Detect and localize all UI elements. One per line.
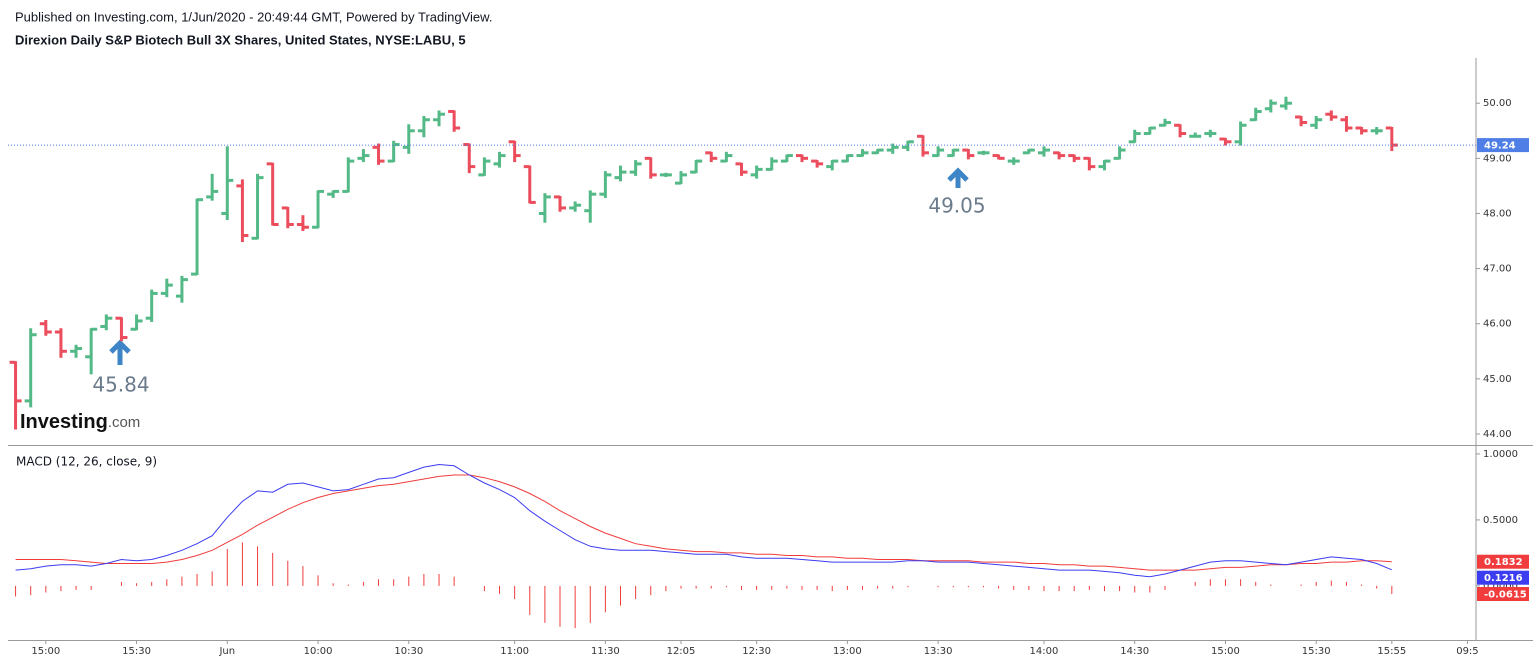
y-tick-label: 48.00 bbox=[1483, 208, 1512, 219]
value-box bbox=[1477, 138, 1529, 153]
x-tick-label: 13:30 bbox=[924, 646, 953, 657]
value-box bbox=[1477, 570, 1529, 585]
x-tick-label: 10:00 bbox=[304, 646, 333, 657]
macd-line bbox=[15, 463, 1392, 578]
annotation-arrow bbox=[109, 339, 131, 365]
x-tick-label: 10:30 bbox=[394, 646, 423, 657]
x-tick-label: 09:5 bbox=[1456, 646, 1478, 657]
logo-suffix: .com bbox=[108, 414, 141, 431]
x-tick-label: 15:30 bbox=[122, 646, 151, 657]
x-tick-label: 12:05 bbox=[667, 646, 696, 657]
published-note: Published on Investing.com, 1/Jun/2020 -… bbox=[15, 9, 492, 24]
x-tick-label: 14:00 bbox=[1030, 646, 1059, 657]
y-tick-label: 44.00 bbox=[1483, 429, 1512, 440]
chart-title: Direxion Daily S&P Biotech Bull 3X Share… bbox=[15, 32, 466, 47]
macd-line bbox=[15, 474, 1392, 571]
y-tick-label: 49.00 bbox=[1483, 153, 1512, 164]
x-tick-label: 15:30 bbox=[1302, 646, 1331, 657]
x-tick-label: 15:00 bbox=[31, 646, 60, 657]
x-tick-label: 11:30 bbox=[591, 646, 620, 657]
value-label: 0.1832 bbox=[1484, 557, 1523, 568]
value-box bbox=[1477, 554, 1529, 569]
y-tick-label: 1.0000 bbox=[1483, 449, 1518, 460]
value-label: 0.1216 bbox=[1484, 573, 1523, 584]
annotation-arrow bbox=[947, 167, 969, 188]
x-tick-label: 15:55 bbox=[1377, 646, 1406, 657]
x-tick-label: 12:30 bbox=[742, 646, 771, 657]
x-tick-label: Jun bbox=[218, 646, 235, 657]
x-tick-label: 11:00 bbox=[500, 646, 529, 657]
y-tick-label: 45.00 bbox=[1483, 374, 1512, 385]
logo: Investing.com bbox=[20, 411, 140, 433]
annotation: 49.05 bbox=[928, 194, 985, 218]
value-label: -0.0615 bbox=[1484, 590, 1527, 601]
y-tick-label: 47.00 bbox=[1483, 264, 1512, 275]
y-tick-label: 0.0000 bbox=[1483, 581, 1518, 592]
value-box bbox=[1477, 587, 1529, 602]
x-tick-label: 15:00 bbox=[1211, 646, 1240, 657]
y-tick-label: 50.00 bbox=[1483, 98, 1512, 109]
macd-title: MACD (12, 26, close, 9) bbox=[16, 455, 157, 469]
y-tick-label: 46.00 bbox=[1483, 319, 1512, 330]
logo-name: Investing bbox=[20, 411, 108, 433]
x-tick-label: 13:00 bbox=[833, 646, 862, 657]
value-label: 49.24 bbox=[1484, 141, 1516, 152]
x-tick-label: 14:30 bbox=[1120, 646, 1149, 657]
annotation: 45.84 bbox=[92, 373, 149, 397]
y-tick-label: 0.5000 bbox=[1483, 515, 1518, 526]
